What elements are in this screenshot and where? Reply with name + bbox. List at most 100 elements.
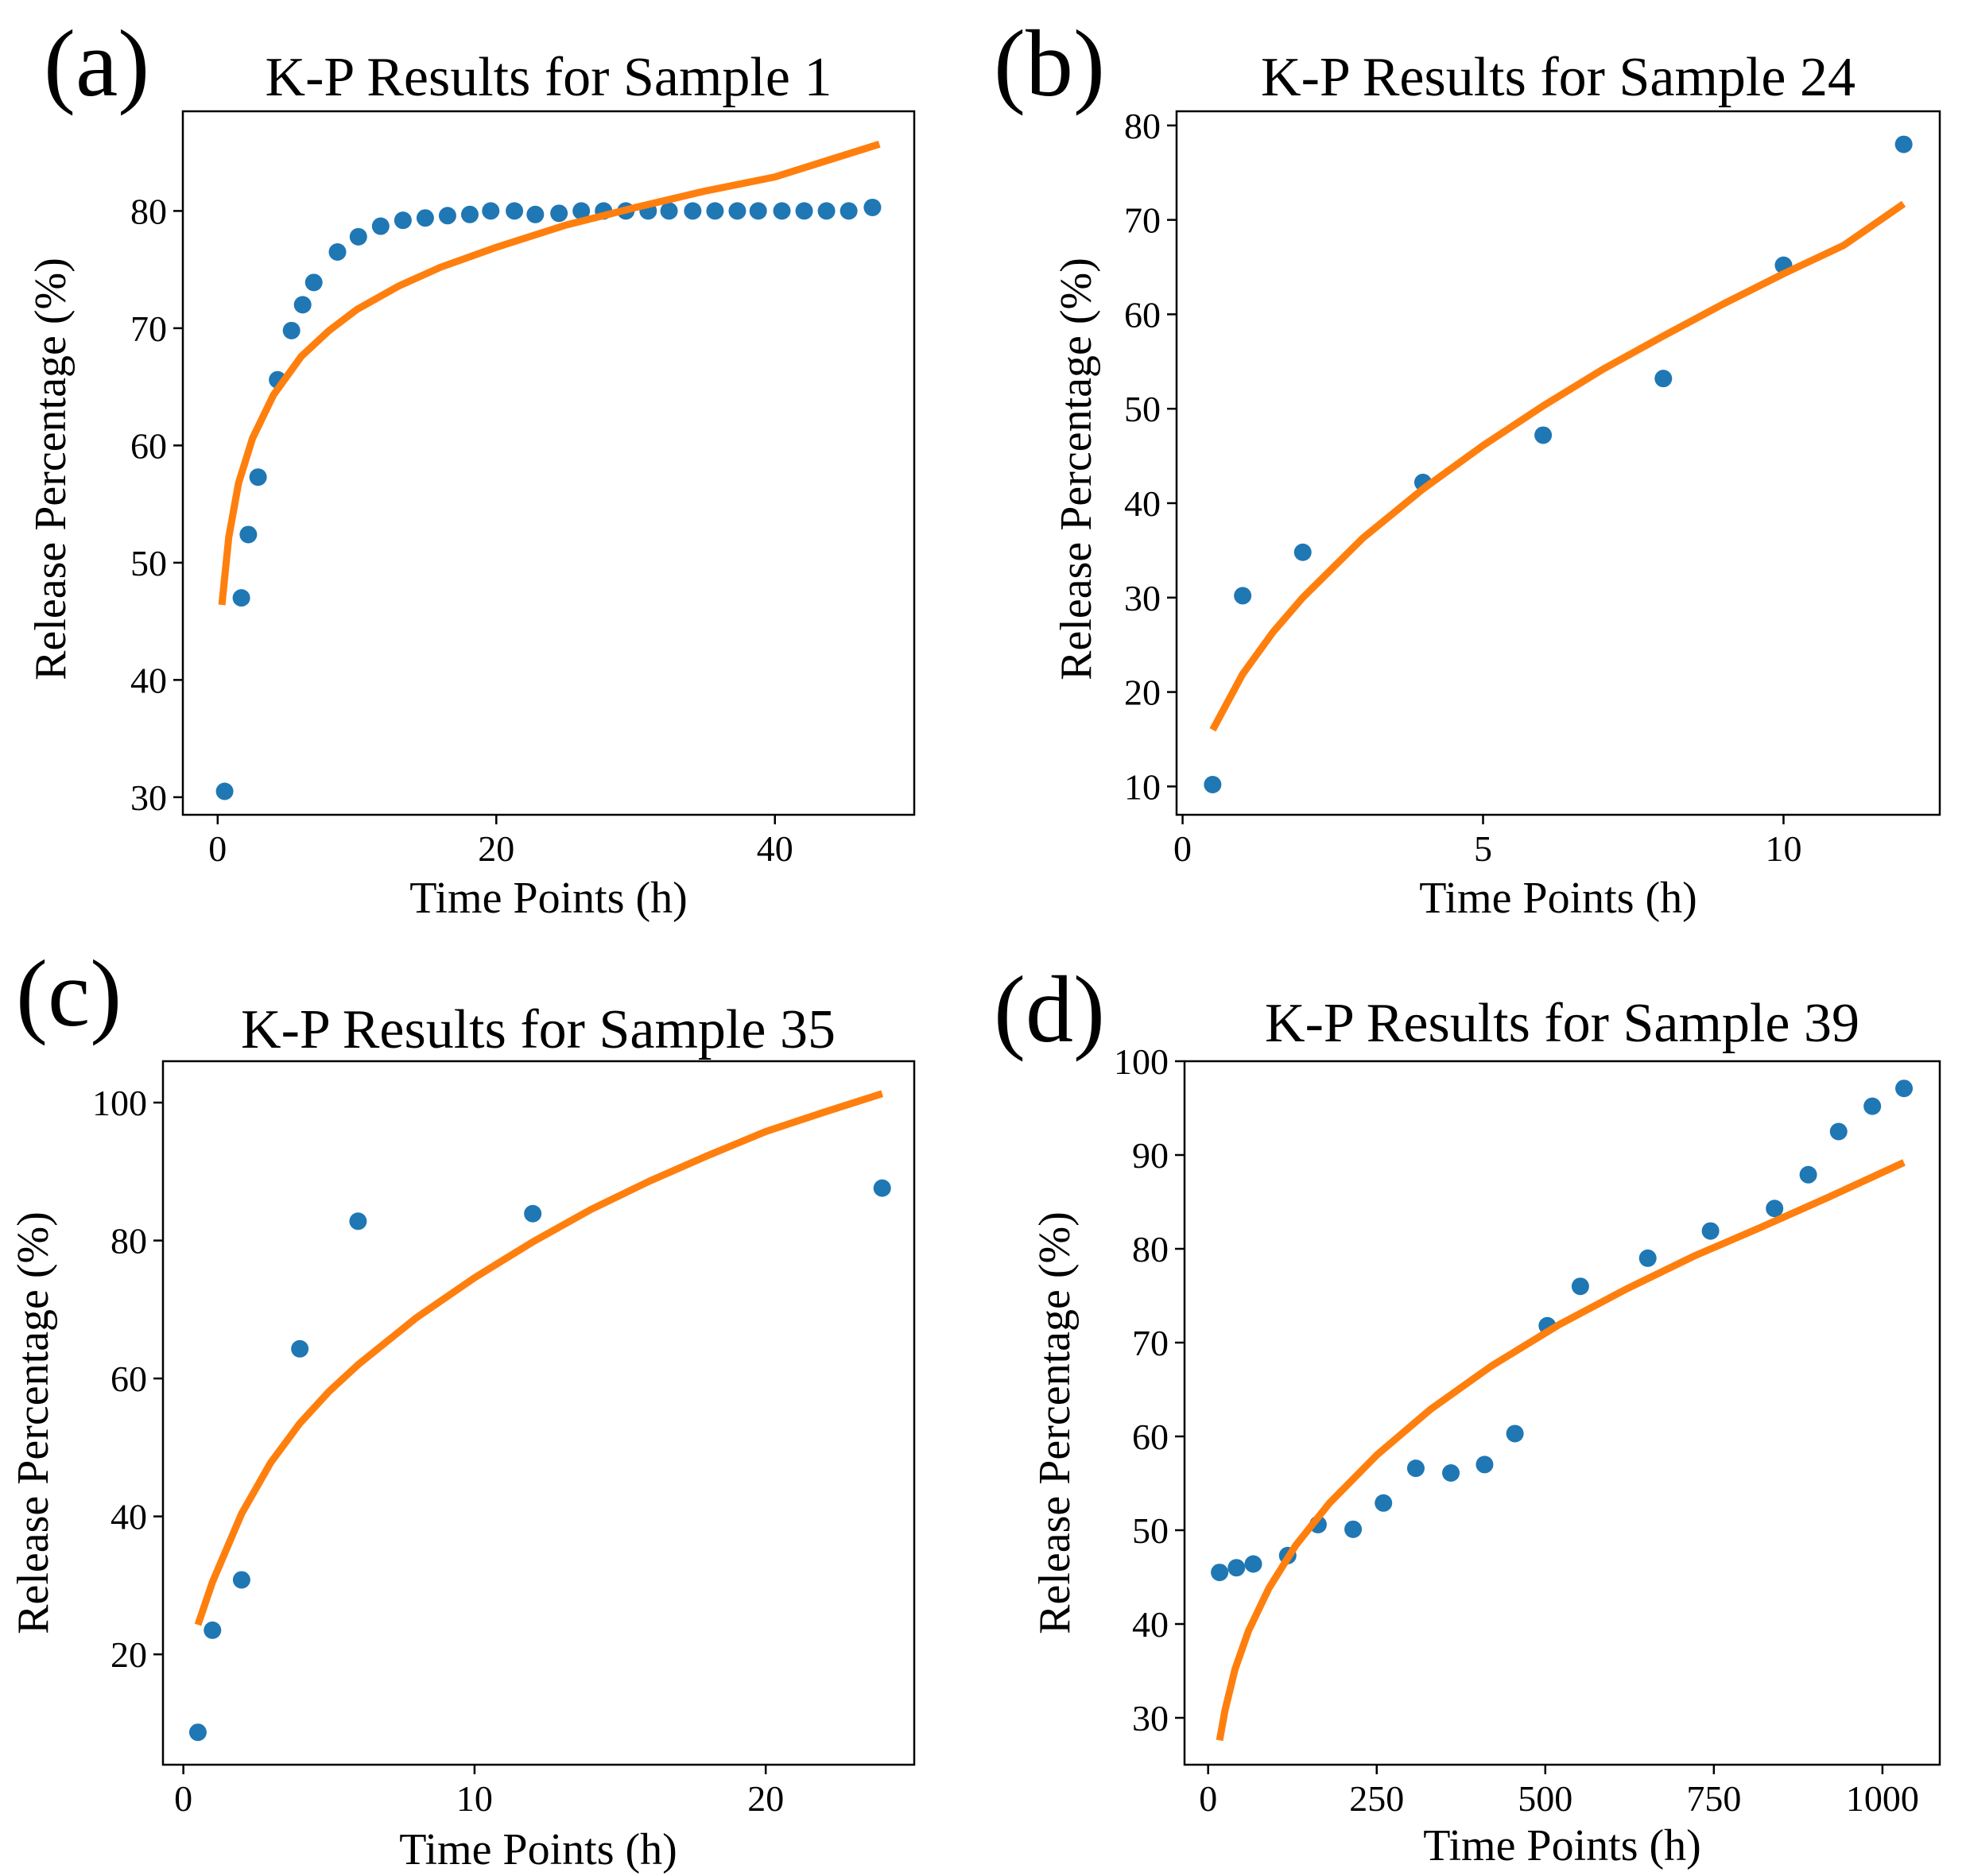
data-point-a-24	[684, 202, 702, 220]
data-point-a-16	[506, 202, 524, 220]
data-point-b-5	[1654, 370, 1673, 388]
y-tick-label-b-50: 50	[1124, 389, 1161, 429]
y-axis-label-b: Release Percentage (%)	[1052, 258, 1101, 680]
x-tick-label-a-0: 0	[208, 828, 227, 869]
data-point-a-30	[817, 202, 836, 220]
y-tick-label-b-80: 80	[1124, 106, 1161, 146]
y-tick-label-b-20: 20	[1124, 672, 1161, 713]
y-tick-label-c-60: 60	[111, 1359, 147, 1399]
data-point-d-15	[1766, 1200, 1784, 1218]
data-point-c-2	[232, 1571, 250, 1589]
y-tick-label-d-60: 60	[1132, 1417, 1169, 1457]
panel-letter-a: (a)	[44, 10, 149, 116]
data-point-a-28	[773, 202, 791, 220]
data-point-d-16	[1799, 1165, 1817, 1184]
x-axis-label-b: Time Points (h)	[1419, 874, 1697, 923]
data-point-d-19	[1895, 1079, 1914, 1098]
y-tick-label-c-80: 80	[111, 1221, 147, 1262]
x-axis-label-a: Time Points (h)	[409, 874, 688, 923]
x-tick-label-b-10: 10	[1765, 828, 1801, 869]
data-point-c-0	[188, 1723, 207, 1742]
fit-line-c	[194, 1090, 884, 1626]
data-point-d-6	[1375, 1494, 1393, 1512]
chart-title-a: K-P Results for Sample 1	[266, 47, 832, 108]
data-point-d-17	[1829, 1122, 1848, 1141]
plot-frame-c	[161, 1060, 916, 1766]
data-point-c-3	[291, 1339, 309, 1358]
panel-letter-d: (d)	[994, 956, 1105, 1062]
data-point-d-7	[1406, 1459, 1425, 1478]
x-axis-label-c: Time Points (h)	[399, 1825, 677, 1874]
data-point-a-31	[840, 202, 858, 220]
data-point-a-12	[416, 209, 434, 227]
data-point-a-3	[249, 468, 267, 486]
data-point-c-4	[349, 1212, 367, 1231]
x-tick-label-d-0: 0	[1199, 1778, 1217, 1819]
data-point-a-1	[232, 589, 250, 607]
x-axis-label-d: Time Points (h)	[1423, 1821, 1701, 1870]
data-point-b-2	[1293, 543, 1312, 561]
data-point-a-26	[728, 202, 746, 220]
x-tick-label-c-10: 10	[456, 1778, 493, 1819]
data-point-a-11	[394, 211, 412, 230]
y-tick-label-d-90: 90	[1132, 1135, 1169, 1176]
y-tick-label-b-10: 10	[1124, 766, 1161, 807]
panel-b: (b) K-P Results for Sample 24 0 5 10 10 20 30 40…	[994, 10, 1941, 923]
data-point-a-6	[293, 296, 312, 314]
data-point-c-6	[873, 1179, 891, 1197]
y-tick-label-c-100: 100	[92, 1083, 147, 1123]
y-tick-label-b-40: 40	[1124, 483, 1161, 524]
data-point-a-17	[526, 205, 545, 223]
data-point-d-5	[1344, 1520, 1363, 1538]
data-point-d-2	[1244, 1555, 1262, 1573]
data-point-a-5	[282, 321, 301, 339]
panel-a: (a) K-P Results for Sample 1 0 20 40 30 40 50 60…	[26, 10, 916, 923]
y-tick-label-b-60: 60	[1124, 294, 1161, 335]
y-tick-label-b-30: 30	[1124, 578, 1161, 618]
data-point-c-5	[524, 1204, 542, 1223]
data-point-a-10	[371, 217, 390, 235]
x-tick-label-b-5: 5	[1474, 828, 1492, 869]
chart-title-b: K-P Results for Sample 24	[1261, 47, 1855, 108]
panel-letter-c: (c)	[16, 940, 122, 1046]
chart-title-d: K-P Results for Sample 39	[1265, 993, 1859, 1054]
data-point-d-9	[1475, 1455, 1494, 1474]
y-tick-label-d-50: 50	[1132, 1510, 1169, 1551]
data-point-b-4	[1534, 426, 1553, 444]
y-tick-label-d-70: 70	[1132, 1323, 1169, 1363]
fit-line-d	[1216, 1159, 1906, 1742]
panel-c: (c) K-P Results for Sample 35 0 10 20 20 40 60 8…	[9, 940, 916, 1874]
data-point-a-27	[749, 202, 767, 220]
y-tick-label-a-40: 40	[130, 660, 167, 700]
panel-d: (d) K-P Results for Sample 39 0 250 500 750 10…	[994, 956, 1941, 1870]
chart-title-c: K-P Results for Sample 35	[241, 999, 836, 1060]
x-tick-label-d-500: 500	[1518, 1778, 1572, 1819]
y-tick-label-c-20: 20	[111, 1634, 147, 1675]
y-tick-label-a-80: 80	[130, 191, 167, 231]
x-tick-label-a-40: 40	[757, 828, 793, 869]
data-point-a-19	[572, 202, 591, 220]
x-tick-label-c-0: 0	[174, 1778, 192, 1819]
x-tick-label-b-0: 0	[1173, 828, 1192, 869]
data-point-a-23	[660, 202, 678, 220]
fit-line-a	[218, 141, 881, 606]
data-point-d-10	[1506, 1424, 1524, 1443]
y-tick-label-a-30: 30	[130, 777, 167, 818]
y-tick-label-d-40: 40	[1132, 1604, 1169, 1645]
data-point-a-29	[795, 202, 813, 220]
x-tick-label-c-20: 20	[747, 1778, 784, 1819]
fit-line-b	[1209, 200, 1906, 732]
data-point-a-9	[349, 227, 367, 246]
x-tick-label-d-250: 250	[1349, 1778, 1404, 1819]
data-point-b-1	[1234, 587, 1252, 605]
data-point-d-14	[1701, 1222, 1720, 1240]
data-point-a-2	[239, 525, 258, 544]
data-point-a-32	[863, 198, 882, 216]
y-tick-label-d-100: 100	[1114, 1041, 1169, 1082]
plot-frame-a	[181, 110, 916, 816]
y-tick-label-a-70: 70	[130, 308, 167, 349]
x-tick-label-d-1000: 1000	[1846, 1778, 1919, 1819]
x-tick-label-a-20: 20	[478, 828, 514, 869]
data-point-a-8	[328, 243, 347, 261]
